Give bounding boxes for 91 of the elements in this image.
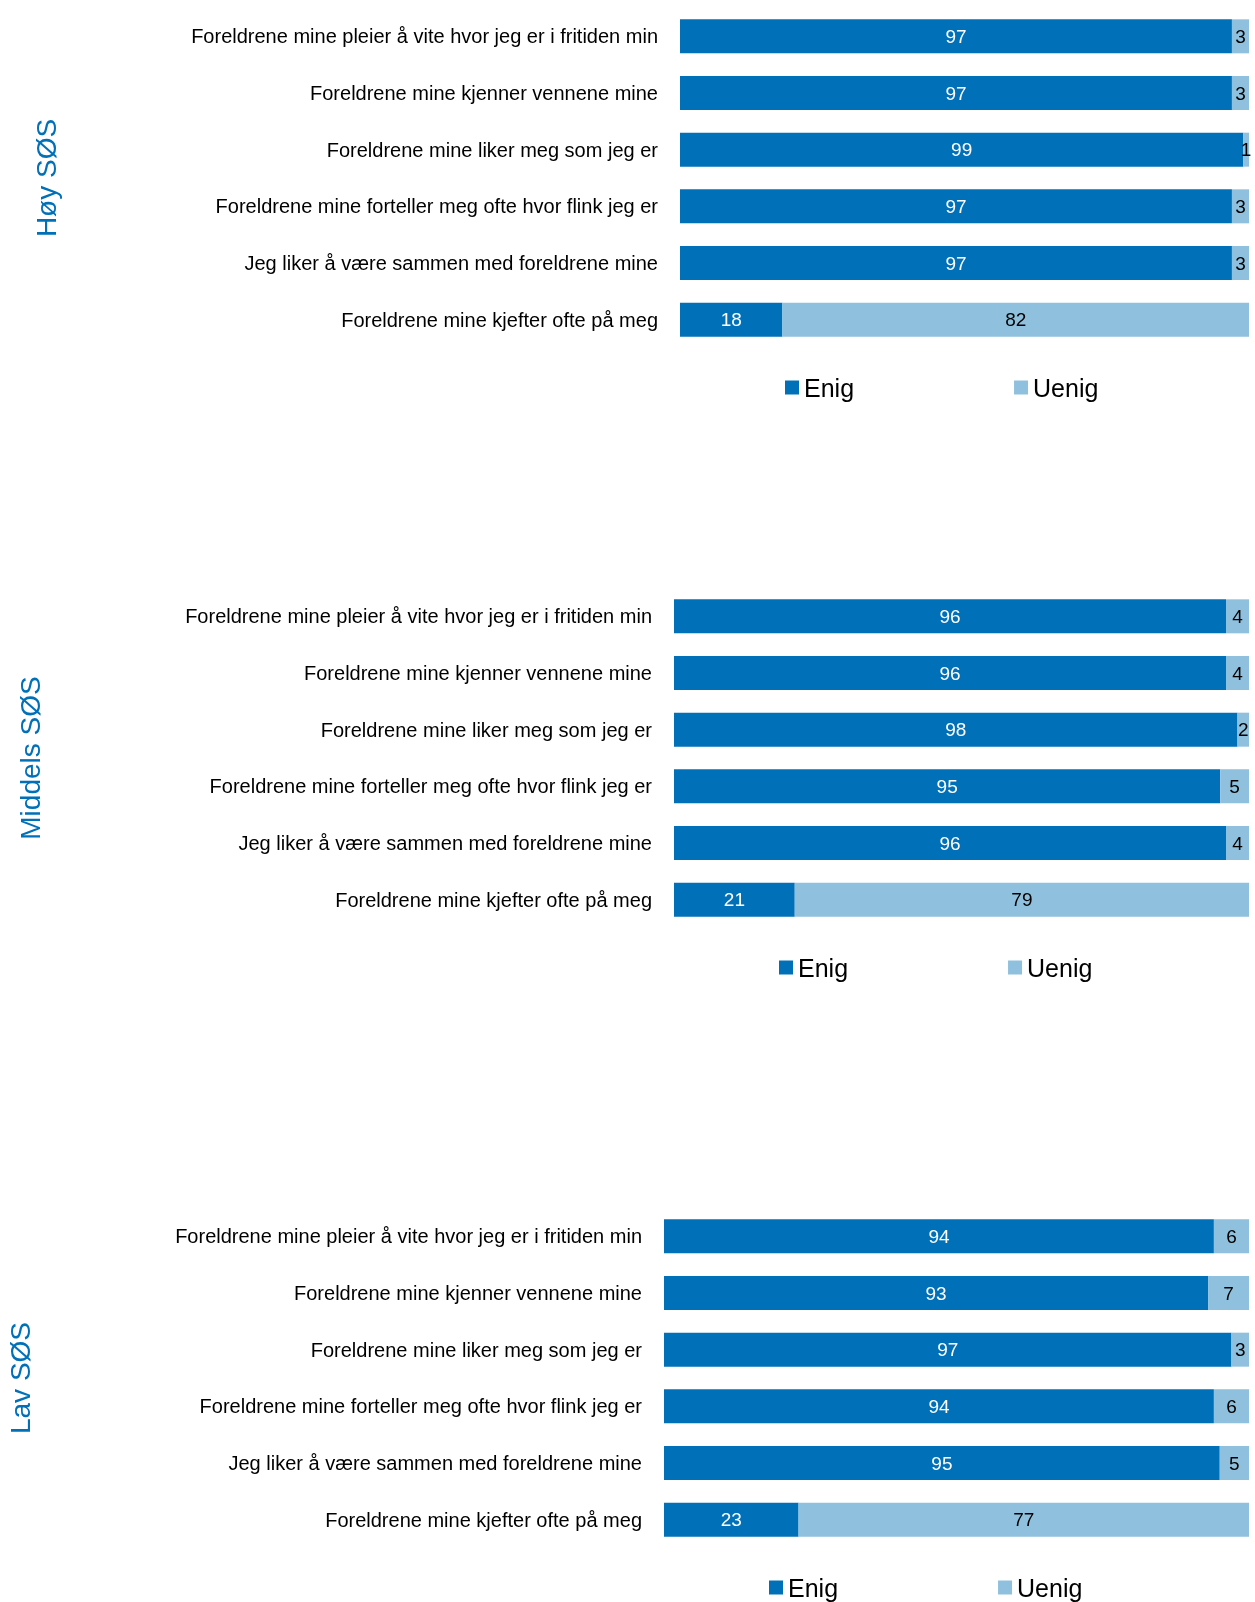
y-axis-title: Høy SØS (30, 118, 62, 238)
y-axis-title: Lav SØS (4, 1321, 36, 1435)
data-label: 97 (945, 252, 967, 274)
bar (664, 1502, 799, 1537)
bar (664, 1389, 1214, 1424)
bar (664, 1219, 1214, 1254)
data-label: 79 (1011, 889, 1033, 911)
data-label: 95 (936, 775, 958, 797)
bar (664, 1446, 1220, 1480)
data-label: 82 (1005, 309, 1027, 331)
data-label: 2 (1237, 719, 1249, 741)
y-tick-label: Foreldrene mine pleier å vite hvor jeg er i fritiden min (191, 25, 658, 48)
y-tick-label: Foreldrene mine kjenner vennene mine (294, 1282, 642, 1304)
y-tick-label: Foreldrene mine pleier å vite hvor jeg er i fritiden min (185, 605, 652, 628)
bar (1226, 599, 1249, 634)
data-label: 94 (928, 1395, 950, 1417)
data-label: 95 (931, 1452, 953, 1474)
data-label: 21 (723, 889, 745, 911)
bar (1220, 769, 1249, 804)
y-tick-label: Jeg liker å være sammen med foreldrene mine (228, 1452, 642, 1474)
legend-label: Enig (804, 373, 855, 402)
data-label: 23 (720, 1509, 742, 1531)
y-tick-label: Foreldrene mine forteller meg ofte hvor flink jeg er (209, 775, 653, 798)
y-tick-label: Foreldrene mine pleier å vite hvor jeg er i fritiden min (175, 1225, 642, 1248)
data-label: 97 (945, 195, 967, 217)
data-label: 96 (939, 832, 961, 854)
y-tick-label: Foreldrene mine kjenner vennene mine (304, 662, 652, 684)
y-axis-title: Middels SØS (14, 676, 46, 840)
legend-label: Enig (798, 953, 849, 982)
bar (674, 769, 1221, 804)
bar (674, 882, 795, 917)
bar (680, 246, 1232, 280)
data-label: 98 (945, 719, 967, 741)
legend-label: Uenig (1033, 373, 1099, 402)
data-label: 77 (1013, 1509, 1035, 1531)
legend-label: Uenig (1017, 1573, 1083, 1602)
bar (674, 656, 1226, 690)
bar (794, 882, 1249, 917)
data-label: 6 (1226, 1225, 1237, 1247)
bar (680, 132, 1244, 167)
data-label: 97 (945, 25, 967, 47)
data-label: 96 (939, 662, 961, 684)
data-label: 99 (951, 139, 973, 161)
data-label: 3 (1235, 252, 1246, 274)
data-label: 7 (1223, 1282, 1234, 1304)
bar (674, 599, 1226, 634)
legend-label: Enig (788, 1573, 839, 1602)
data-label: 3 (1235, 25, 1246, 47)
bar (664, 1276, 1209, 1310)
y-tick-label: Foreldrene mine kjefter ofte på meg (335, 888, 652, 911)
bar (680, 302, 783, 337)
data-label: 94 (928, 1225, 950, 1247)
data-label: 93 (925, 1282, 947, 1304)
y-tick-label: Foreldrene mine liker meg som jeg er (310, 1338, 643, 1361)
data-label: 6 (1226, 1395, 1237, 1417)
y-tick-label: Jeg liker å være sammen med foreldrene mine (238, 832, 652, 854)
data-label: 97 (937, 1339, 959, 1361)
data-label: 4 (1232, 605, 1244, 627)
y-tick-label: Jeg liker å være sammen med foreldrene mine (244, 252, 658, 274)
data-label: 3 (1235, 195, 1246, 217)
y-tick-label: Foreldrene mine liker meg som jeg er (320, 718, 653, 741)
data-label: 96 (939, 605, 961, 627)
y-tick-label: Foreldrene mine liker meg som jeg er (326, 138, 659, 161)
data-label: 3 (1234, 1339, 1246, 1361)
bar (680, 19, 1232, 54)
y-tick-label: Foreldrene mine kjefter ofte på meg (341, 308, 658, 331)
bar (1226, 826, 1249, 860)
bar (674, 826, 1226, 860)
data-label: 4 (1232, 832, 1244, 854)
data-label: 97 (945, 82, 967, 104)
y-tick-label: Foreldrene mine kjefter ofte på meg (325, 1508, 642, 1531)
data-label: 4 (1232, 662, 1244, 684)
bar (1226, 656, 1249, 690)
bar (1213, 1219, 1249, 1254)
y-tick-label: Foreldrene mine forteller meg ofte hvor flink jeg er (215, 195, 659, 218)
bar (674, 712, 1238, 747)
legend-label: Uenig (1027, 953, 1093, 982)
data-label: 5 (1229, 775, 1240, 797)
bar (1208, 1276, 1249, 1310)
y-tick-label: Foreldrene mine kjenner vennene mine (310, 82, 658, 104)
bar (782, 302, 1249, 337)
y-tick-label: Foreldrene mine forteller meg ofte hvor flink jeg er (199, 1395, 643, 1418)
bar (1219, 1446, 1249, 1480)
bar (664, 1332, 1232, 1367)
data-label: 18 (720, 309, 742, 331)
data-label: 3 (1235, 82, 1246, 104)
bar (798, 1502, 1249, 1537)
bar (680, 76, 1232, 110)
bar (1213, 1389, 1249, 1424)
bar (680, 189, 1232, 224)
data-label: 5 (1229, 1452, 1240, 1474)
